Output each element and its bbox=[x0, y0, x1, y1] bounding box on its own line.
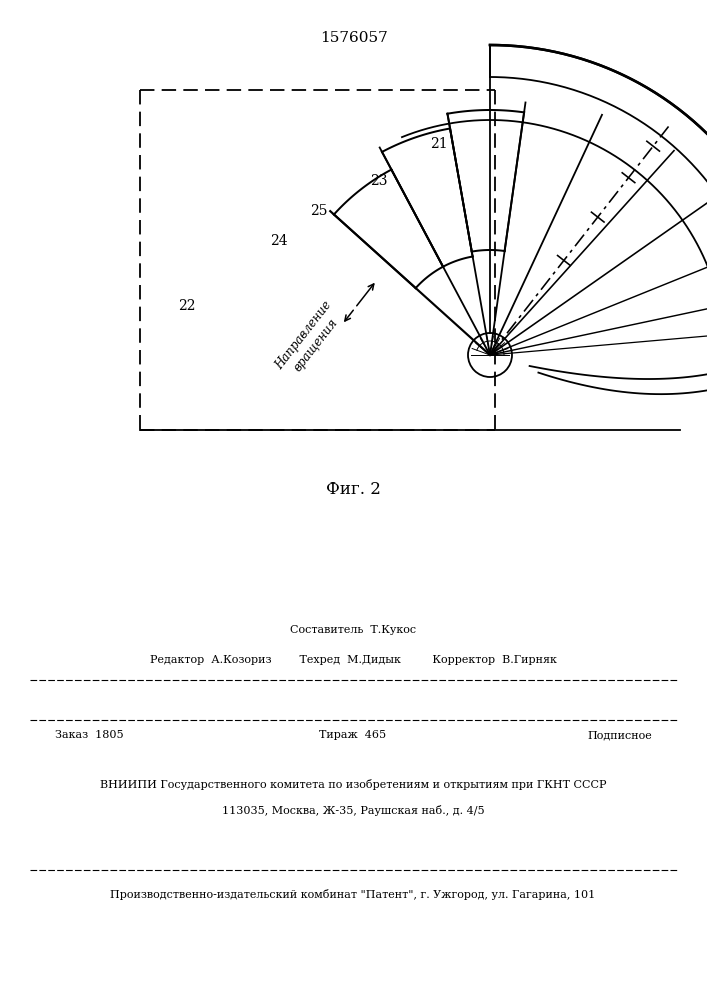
Text: Направление
вращения: Направление вращения bbox=[274, 299, 346, 381]
Text: Фиг. 2: Фиг. 2 bbox=[326, 482, 381, 498]
Text: Тираж  465: Тираж 465 bbox=[320, 730, 387, 740]
Text: 25: 25 bbox=[310, 204, 327, 218]
Text: 23: 23 bbox=[370, 174, 387, 188]
Text: Подписное: Подписное bbox=[588, 730, 652, 740]
Text: 22: 22 bbox=[178, 299, 196, 313]
Text: Заказ  1805: Заказ 1805 bbox=[55, 730, 124, 740]
Text: Редактор  А.Козориз        Техред  М.Дидык         Корректор  В.Гирняк: Редактор А.Козориз Техред М.Дидык Коррек… bbox=[150, 655, 556, 665]
Text: 24: 24 bbox=[270, 234, 288, 248]
Text: Производственно-издательский комбинат "Патент", г. Ужгород, ул. Гагарина, 101: Производственно-издательский комбинат "П… bbox=[110, 890, 595, 900]
Text: 113035, Москва, Ж-35, Раушская наб., д. 4/5: 113035, Москва, Ж-35, Раушская наб., д. … bbox=[222, 804, 484, 816]
Text: 1576057: 1576057 bbox=[320, 31, 387, 45]
Text: ВНИИПИ Государственного комитета по изобретениям и открытиям при ГКНТ СССР: ВНИИПИ Государственного комитета по изоб… bbox=[100, 780, 606, 790]
Text: Составитель  Т.Кукос: Составитель Т.Кукос bbox=[290, 625, 416, 635]
Text: 21: 21 bbox=[430, 137, 448, 151]
